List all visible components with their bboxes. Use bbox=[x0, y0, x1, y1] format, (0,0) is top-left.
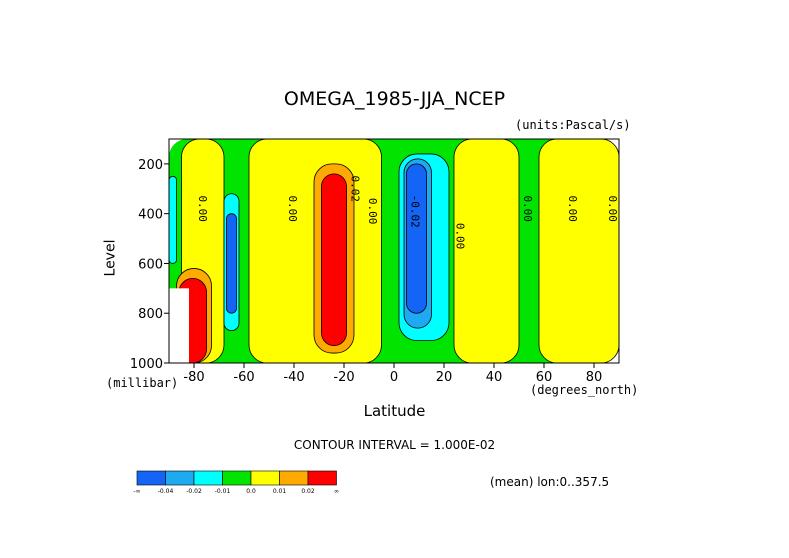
colorbar-label-1: -0.04 bbox=[158, 488, 174, 495]
contour-region-11 bbox=[226, 213, 237, 314]
y-tick-label-2: 600 bbox=[138, 257, 163, 272]
contour-label-3: 0.00 bbox=[366, 198, 379, 225]
colorbar-swatch-0 bbox=[136, 470, 166, 486]
contour-region-3 bbox=[453, 139, 520, 363]
x-tick-label-1: -60 bbox=[233, 370, 254, 385]
x-tick-label-6: 40 bbox=[486, 370, 503, 385]
colorbar-label-3: -0.01 bbox=[215, 488, 231, 495]
colorbar-swatch-2 bbox=[193, 470, 223, 486]
contour-label-7: 0.00 bbox=[566, 195, 579, 222]
contour-interval-label: CONTOUR INTERVAL = 1.000E-02 bbox=[293, 438, 496, 452]
contour-region-4 bbox=[538, 139, 619, 363]
x-axis-label: Latitude bbox=[363, 402, 426, 420]
colorbar-label-4: 0.0 bbox=[246, 488, 256, 495]
mean-label: (mean) lon:0..357.5 bbox=[490, 475, 610, 489]
contour-label-4: -0.02 bbox=[409, 195, 422, 228]
contour-region-15 bbox=[169, 288, 189, 363]
colorbar-label-0: -∞ bbox=[133, 488, 140, 495]
units-label: (units:Pascal/s) bbox=[515, 118, 631, 132]
x-tick-label-8: 80 bbox=[586, 370, 603, 385]
x-tick-label-7: 60 bbox=[536, 370, 553, 385]
contour-region-7 bbox=[169, 175, 177, 264]
x-tick-label-0: -80 bbox=[183, 370, 204, 385]
contour-label-8: 0.00 bbox=[606, 195, 619, 222]
colorbar-swatch-1 bbox=[165, 470, 195, 486]
contour-region-12 bbox=[406, 163, 427, 314]
x-tick-label-5: 20 bbox=[436, 370, 453, 385]
colorbar-swatch-6 bbox=[307, 470, 337, 486]
x-tick-label-2: -40 bbox=[283, 370, 304, 385]
contour-label-0: 0.00 bbox=[196, 195, 209, 222]
colorbar-swatch-4 bbox=[250, 470, 280, 486]
x-tick-label-3: -20 bbox=[333, 370, 354, 385]
colorbar-label-7: ∞ bbox=[334, 488, 339, 495]
y-tick-label-4: 1000 bbox=[130, 357, 163, 372]
colorbar-label-6: 0.02 bbox=[301, 488, 315, 495]
y-tick-label-1: 400 bbox=[138, 208, 163, 223]
colorbar-label-2: -0.02 bbox=[186, 488, 202, 495]
colorbar-swatch-3 bbox=[222, 470, 252, 486]
chart-title: OMEGA_1985-JJA_NCEP bbox=[283, 88, 506, 110]
contour-label-6: 0.00 bbox=[521, 195, 534, 222]
contour-label-2: 0.02 bbox=[349, 176, 362, 203]
x-axis-unit: (degrees_north) bbox=[530, 383, 639, 397]
contour-region-6 bbox=[321, 173, 347, 346]
colorbar-swatch-5 bbox=[279, 470, 309, 486]
y-axis-unit: (millibar) bbox=[106, 376, 179, 390]
contour-label-1: 0.00 bbox=[286, 195, 299, 222]
y-tick-label-0: 200 bbox=[138, 158, 163, 173]
colorbar-label-5: 0.01 bbox=[273, 488, 287, 495]
contour-label-5: 0.00 bbox=[454, 223, 467, 250]
x-tick-label-4: 0 bbox=[390, 370, 398, 385]
y-tick-label-3: 800 bbox=[138, 307, 163, 322]
